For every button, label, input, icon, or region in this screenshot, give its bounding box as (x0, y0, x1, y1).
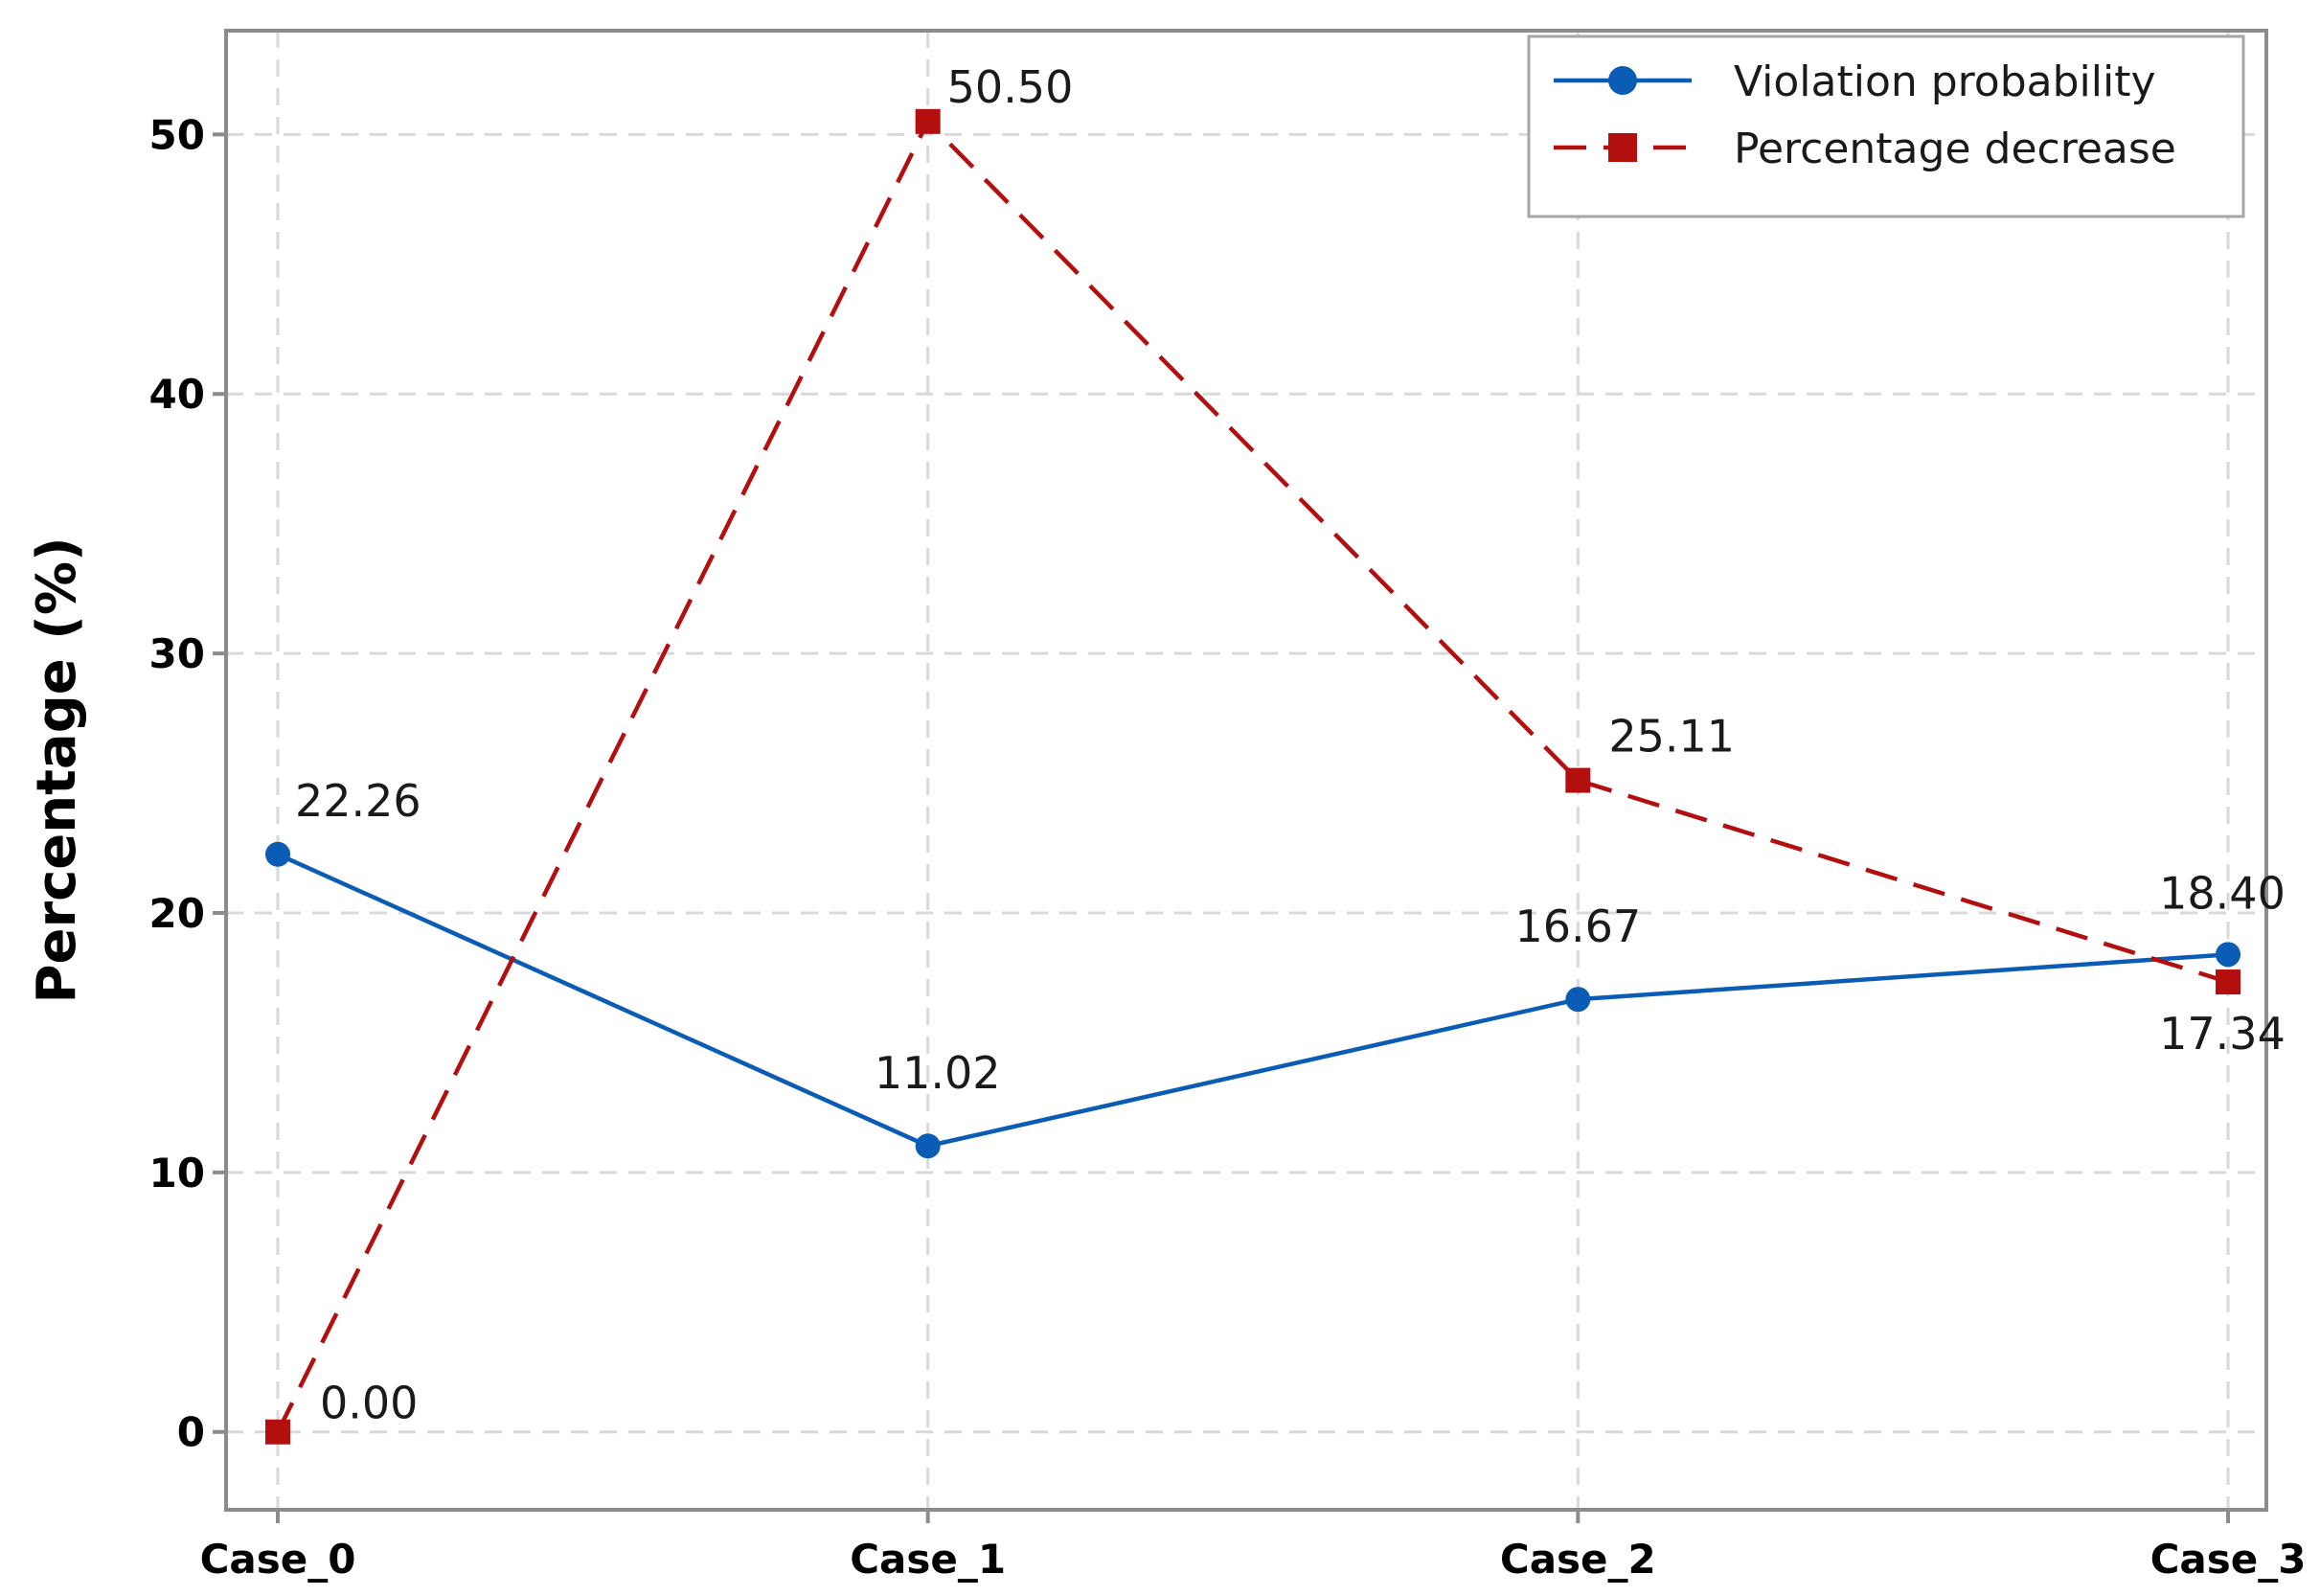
series-layer (265, 108, 2240, 1445)
series-1-point (915, 1133, 941, 1159)
series-1-point (265, 841, 290, 867)
legend-box (1527, 34, 2245, 218)
series-2-point (265, 1419, 290, 1445)
plot-area-frame (224, 29, 2268, 1512)
legend-circle-marker (1608, 66, 1637, 95)
data-label: 25.11 (1608, 711, 1735, 763)
y-tick-label: 0 (177, 1409, 205, 1456)
grid-layer (226, 31, 2266, 1510)
y-tick-label: 10 (149, 1150, 205, 1197)
x-tick-label: Case_0 (200, 1536, 356, 1583)
data-label: 0.00 (320, 1378, 418, 1429)
data-label: 17.34 (2159, 1008, 2286, 1060)
x-tick-label: Case_3 (2150, 1536, 2307, 1583)
series-2-point (915, 108, 941, 134)
x-tick-label: Case_1 (850, 1536, 1006, 1583)
legend-square-marker (1608, 133, 1637, 162)
series-1-point (1565, 987, 1591, 1013)
data-label: 11.02 (875, 1047, 1001, 1099)
legend-label: Percentage decrease (1734, 125, 2176, 173)
data-labels-layer: 22.26 11.02 16.67 18.40 0.00 50.50 25.11 17.34 (295, 61, 2286, 1429)
series-2-point (1565, 767, 1591, 793)
y-axis-title: Percentage (%) (26, 536, 88, 1003)
legend: Violation probability Percentage decrease (1527, 34, 2245, 218)
data-label: 50.50 (947, 61, 1074, 113)
y-tick-label: 40 (149, 371, 205, 418)
y-tick-label: 50 (149, 111, 205, 158)
x-tick-label: Case_2 (1500, 1536, 1656, 1583)
axes-layer: 0 10 20 30 40 50 Case_0 Case_1 Case_2 Case_3 (149, 111, 2307, 1583)
data-label: 16.67 (1514, 901, 1641, 952)
series-1-point (2216, 942, 2240, 968)
y-tick-label: 20 (149, 890, 205, 937)
y-tick-label: 30 (149, 630, 205, 677)
legend-label: Violation probability (1734, 57, 2156, 106)
series-line-2 (275, 117, 2229, 1433)
series-2-point (2216, 969, 2240, 995)
series-line-1 (277, 852, 2229, 1149)
data-label: 22.26 (295, 775, 421, 827)
data-label: 18.40 (2159, 867, 2286, 919)
